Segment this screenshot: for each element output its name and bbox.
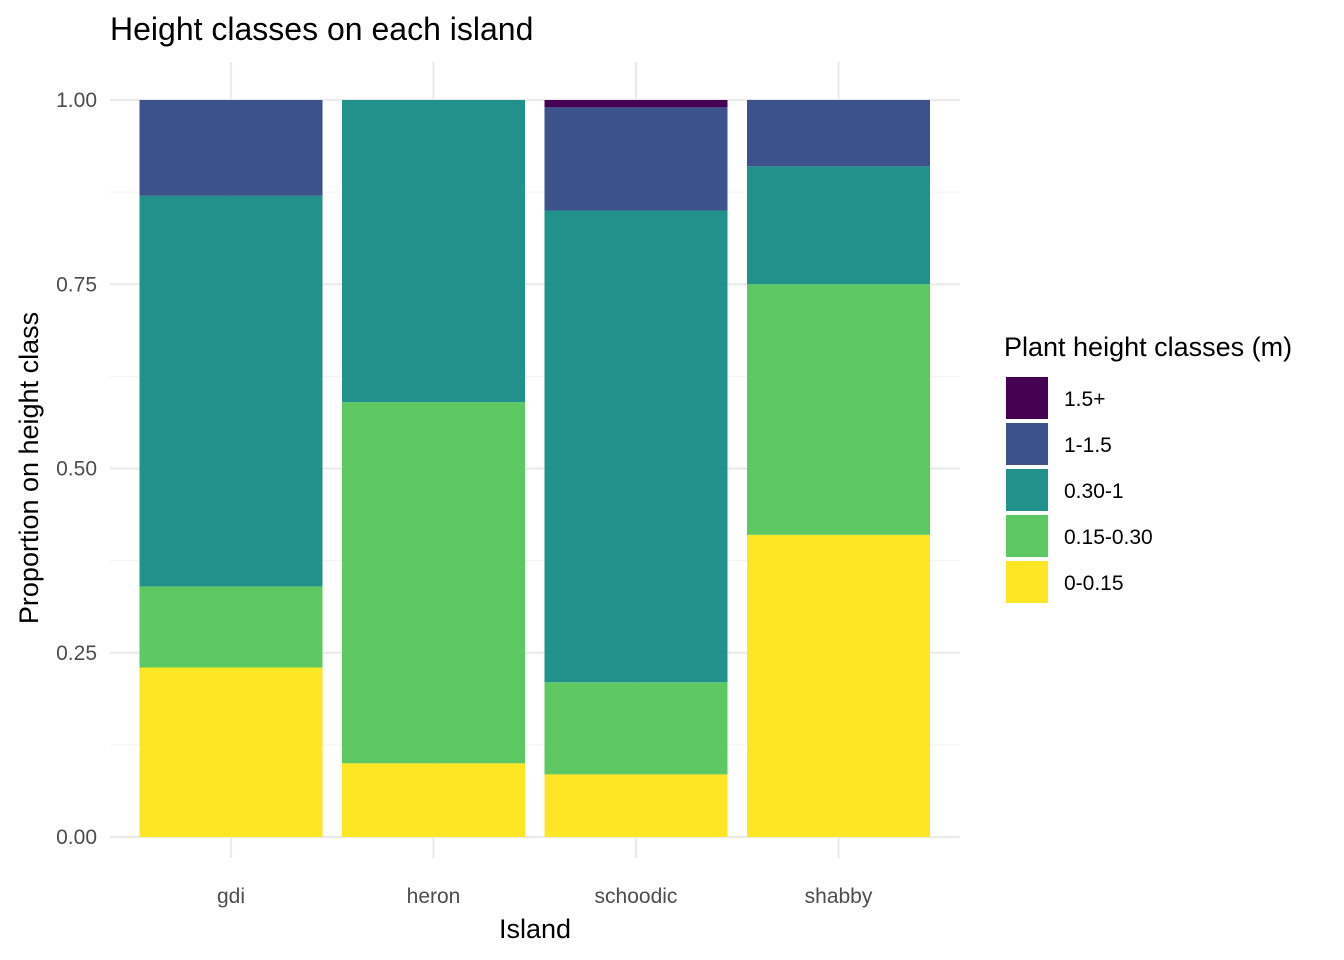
x-tick-label: schoodic [595, 885, 678, 908]
y-tick-label: 0.75 [56, 273, 97, 296]
x-tick-label: gdi [217, 885, 245, 908]
legend: Plant height classes (m) 1.5+ 1-1.5 0.30-1… [1004, 332, 1292, 603]
y-tick-label: 0.25 [56, 642, 97, 665]
bar-segment-schoodic-3 [544, 107, 728, 211]
y-tick-label: 0.50 [56, 458, 97, 481]
y-tick-label: 1.00 [56, 89, 97, 112]
legend-key [1006, 469, 1048, 511]
legend-label: 1-1.5 [1064, 434, 1112, 457]
legend-label: 1.5+ [1064, 388, 1105, 411]
x-axis-title: Island [499, 914, 571, 944]
bar-segment-shabby-3 [747, 100, 930, 167]
legend-label: 0.15-0.30 [1064, 526, 1153, 549]
bar-segment-schoodic-1 [544, 682, 728, 775]
y-tick-label: 0.00 [56, 826, 97, 849]
bar-segment-schoodic-0 [544, 774, 728, 837]
bar-segment-shabby-1 [747, 284, 930, 535]
y-axis-ticks: 0.00 0.25 0.50 0.75 1.00 [56, 89, 97, 849]
bar-segment-heron-0 [342, 763, 525, 837]
legend-title: Plant height classes (m) [1004, 332, 1292, 362]
bar-segment-schoodic-4 [544, 100, 728, 108]
bar-segment-gdi-1 [139, 586, 323, 668]
chart-title: Height classes on each island [110, 11, 533, 47]
bar-segment-shabby-2 [747, 166, 930, 285]
legend-label: 0-0.15 [1064, 572, 1124, 595]
y-axis-title: Proportion on height class [14, 312, 44, 624]
legend-label: 0.30-1 [1064, 480, 1124, 503]
bar-segment-heron-1 [342, 402, 525, 764]
bar-segment-heron-2 [342, 100, 525, 403]
bar-segment-shabby-0 [747, 534, 930, 837]
legend-key [1006, 423, 1048, 465]
bar-segment-schoodic-2 [544, 210, 728, 683]
legend-key [1006, 377, 1048, 419]
bar-segment-gdi-2 [139, 195, 323, 587]
bars [139, 100, 930, 837]
x-axis-ticks: gdi heron schoodic shabby [217, 885, 873, 908]
bar-segment-gdi-3 [139, 100, 323, 196]
bar-segment-gdi-0 [139, 667, 323, 837]
legend-key [1006, 561, 1048, 603]
x-tick-label: shabby [805, 885, 873, 908]
legend-key [1006, 515, 1048, 557]
x-tick-label: heron [407, 885, 461, 908]
